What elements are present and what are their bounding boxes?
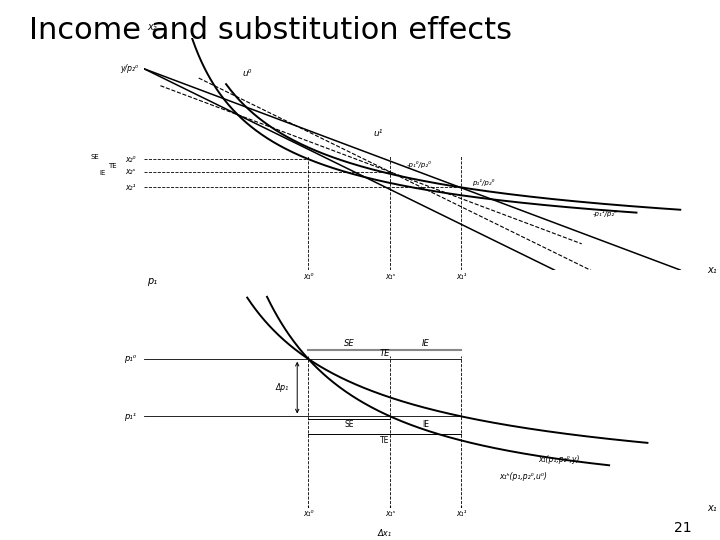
Text: SE: SE (344, 420, 354, 429)
Text: x₁⁰: x₁⁰ (303, 272, 313, 281)
Text: x₁⁰: x₁⁰ (303, 509, 313, 518)
Text: -p₁⁰/p₂⁰: -p₁⁰/p₂⁰ (407, 161, 431, 168)
Text: p₁⁰: p₁⁰ (124, 354, 136, 363)
Text: y/p₂⁰: y/p₂⁰ (120, 64, 138, 73)
Text: IE: IE (422, 339, 430, 348)
Text: Δp₁: Δp₁ (276, 383, 289, 392)
Text: x₁ˢ: x₁ˢ (385, 272, 395, 281)
Text: Income and substitution effects: Income and substitution effects (29, 16, 512, 45)
Text: x₂ˢ: x₂ˢ (125, 167, 136, 177)
Text: x₁: x₁ (708, 265, 717, 275)
Text: TE: TE (108, 163, 117, 168)
Text: u⁰: u⁰ (243, 70, 252, 78)
Text: SE: SE (344, 339, 354, 348)
Text: x₁ˢ: x₁ˢ (385, 509, 395, 518)
Text: p₁¹: p₁¹ (124, 412, 136, 421)
Text: TE: TE (380, 436, 390, 445)
Text: 21: 21 (674, 521, 691, 535)
Text: x₂⁰: x₂⁰ (125, 154, 136, 164)
Text: x₁¹: x₁¹ (456, 509, 467, 518)
Text: x₂: x₂ (148, 22, 157, 32)
Text: Δx₁: Δx₁ (378, 529, 392, 538)
Text: u¹: u¹ (374, 129, 383, 138)
Text: x₁: x₁ (708, 503, 717, 512)
Text: SE: SE (91, 154, 99, 160)
Text: x₁ʰ(p₁,p₂⁰,u⁰): x₁ʰ(p₁,p₂⁰,u⁰) (500, 472, 547, 481)
Text: TE: TE (379, 349, 390, 359)
Text: x₁¹: x₁¹ (456, 272, 467, 281)
Text: p₁: p₁ (147, 276, 157, 286)
Text: p₁¹/p₂⁰: p₁¹/p₂⁰ (472, 179, 495, 186)
Text: IE: IE (423, 420, 429, 429)
Text: x₂¹: x₂¹ (125, 183, 136, 192)
Text: x₁(p₁,p₂⁰,y): x₁(p₁,p₂⁰,y) (538, 455, 580, 464)
Text: IE: IE (99, 170, 106, 176)
Text: -p₁¹/p₂⁰: -p₁¹/p₂⁰ (593, 210, 618, 217)
